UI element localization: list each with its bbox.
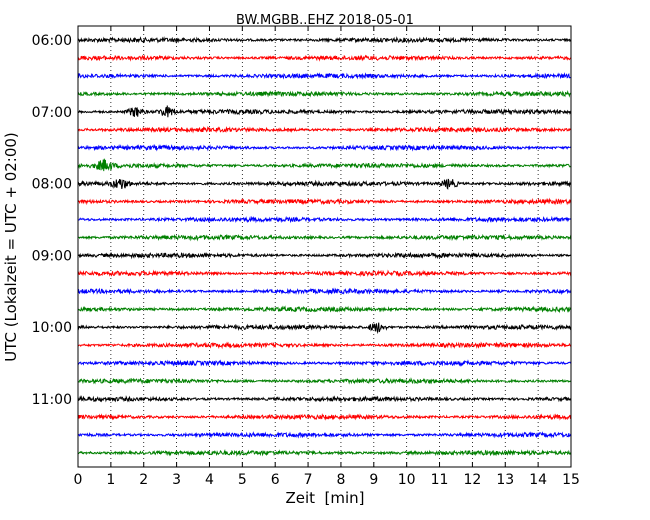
x-tick-label: 0: [74, 472, 83, 488]
y-axis-label: UTC (Lokalzeit = UTC + 02:00): [2, 132, 20, 362]
trace-row: [77, 269, 572, 278]
trace-row: [77, 233, 572, 242]
trace-row: [77, 158, 572, 172]
x-tick-label: 10: [398, 472, 416, 488]
trace-row: [77, 305, 572, 314]
x-tick-label: 2: [139, 472, 148, 488]
trace-row: [77, 395, 572, 403]
trace-row: [77, 178, 572, 190]
trace-row: [77, 413, 572, 421]
trace-row: [77, 197, 572, 206]
trace-row: [77, 215, 572, 224]
trace-row: [77, 377, 572, 385]
x-tick-label: 12: [463, 472, 481, 488]
x-tick-label: 1: [106, 472, 115, 488]
trace-row: [77, 287, 572, 296]
y-tick-label: 09:00: [32, 248, 72, 264]
trace-row: [77, 143, 572, 152]
x-tick-label: 4: [205, 472, 214, 488]
trace-row: [77, 54, 572, 62]
x-tick-label: 7: [304, 472, 313, 488]
y-tick-label: 07:00: [32, 105, 72, 121]
x-tick-label: 11: [431, 472, 449, 488]
trace-rows: [77, 36, 572, 457]
x-tick-label: 6: [271, 472, 280, 488]
trace-row: [77, 431, 572, 439]
trace-row: [77, 449, 572, 457]
trace-row: [77, 125, 572, 134]
x-tick-label: 5: [238, 472, 247, 488]
y-tick-label: 10:00: [32, 320, 72, 336]
trace-row: [77, 105, 572, 118]
y-tick-label: 08:00: [32, 177, 72, 193]
y-tick-label: 06:00: [32, 33, 72, 49]
trace-row: [77, 322, 572, 335]
x-axis-label: Zeit [min]: [285, 489, 364, 507]
x-tick-label: 9: [369, 472, 378, 488]
y-axis-ticks: 06:00 07:00 08:00 09:00 10:00 11:00: [32, 33, 571, 408]
grid-lines: [110, 26, 539, 467]
x-tick-label: 3: [172, 472, 181, 488]
y-tick-label: 11:00: [32, 392, 72, 408]
trace-row: [77, 341, 572, 350]
x-tick-label: 14: [529, 472, 547, 488]
x-tick-label: 15: [562, 472, 580, 488]
trace-row: [77, 359, 572, 367]
trace-row: [77, 72, 572, 80]
trace-row: [77, 251, 572, 260]
trace-row: [77, 36, 572, 44]
x-tick-label: 13: [496, 472, 514, 488]
x-tick-label: 8: [336, 472, 345, 488]
x-axis-ticks: 0 1 2 3 4 5 6 7 8 9 10 11 12 13 14 15: [74, 26, 580, 488]
plot-frame: [77, 25, 572, 468]
chart-title: BW.MGBB..EHZ 2018-05-01: [236, 13, 414, 28]
trace-row: [77, 90, 572, 98]
